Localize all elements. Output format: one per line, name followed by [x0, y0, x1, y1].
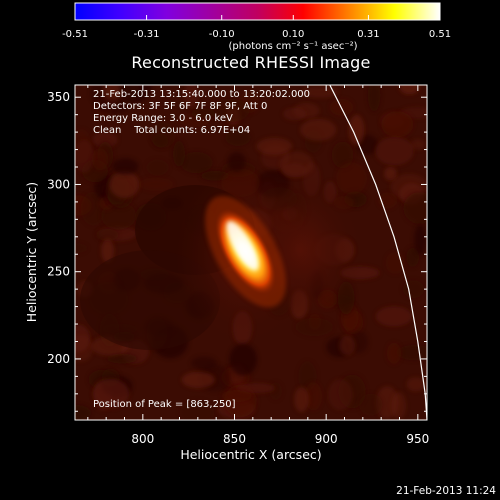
noise-blob: [75, 139, 95, 173]
colorbar-tick-label: -0.51: [62, 29, 88, 40]
noise-blob: [387, 342, 401, 364]
noise-blob: [406, 247, 420, 267]
flare-source: [205, 195, 286, 308]
x-tick-label: 850: [223, 432, 246, 446]
x-tick-label: 950: [406, 432, 429, 446]
noise-blob: [331, 141, 354, 169]
noise-blob: [294, 387, 309, 413]
x-tick-label: 900: [315, 432, 338, 446]
noise-blob: [348, 114, 365, 145]
noise-blob: [399, 85, 420, 95]
noise-blob: [190, 356, 217, 370]
noise-blob: [210, 98, 250, 123]
noise-blob: [406, 377, 425, 392]
y-tick-label: 200: [47, 352, 70, 366]
info-line-energy: Energy Range: 3.0 - 6.0 keV: [93, 113, 233, 124]
noise-blob: [106, 353, 138, 364]
noise-blob: [359, 393, 383, 416]
noise-blob: [75, 243, 88, 254]
noise-blob: [179, 400, 215, 420]
noise-blob: [402, 280, 425, 299]
noise-blob: [283, 107, 307, 121]
noise-blob: [414, 224, 427, 256]
noise-blob: [381, 111, 414, 138]
colorbar: -0.51 -0.31 -0.10 0.10 0.31 0.51 (photons cm⁻…: [62, 2, 451, 52]
noise-blob: [150, 121, 176, 148]
noise-blob: [184, 85, 199, 109]
noise-blob: [75, 335, 93, 362]
y-tick-label: 350: [47, 90, 70, 104]
noise-blob: [384, 166, 397, 181]
noise-blob: [336, 162, 367, 195]
noise-blob: [172, 140, 186, 167]
noise-blob: [109, 171, 140, 198]
noise-blob: [92, 131, 118, 148]
noise-blob: [94, 98, 130, 115]
y-tick-label: 300: [47, 177, 70, 191]
noise-blob: [221, 390, 252, 402]
noise-blob: [300, 118, 337, 141]
noise-blob: [396, 344, 427, 361]
colorbar-tick-label: 0.31: [357, 29, 379, 40]
colorbar-ticks: -0.51 -0.31 -0.10 0.10 0.31 0.51: [62, 15, 451, 40]
info-line-detectors: Detectors: 3F 5F 6F 7F 8F 9F, Att 0: [93, 101, 267, 112]
colorbar-tick-label: -0.31: [134, 29, 160, 40]
axis-ticks: 800 850 900 950 200 250 300 350: [47, 85, 429, 446]
image-plot: 800 850 900 950 200 250 300 350 21-Feb-2013 13:…: [47, 84, 429, 446]
noise-blob: [367, 85, 381, 112]
noise-blob: [391, 391, 407, 420]
noise-blob: [403, 192, 427, 224]
colorbar-tick-label: 0.51: [429, 29, 451, 40]
noise-blob: [301, 86, 339, 98]
noise-blob: [75, 404, 91, 420]
noise-blob: [339, 335, 356, 355]
noise-blob: [139, 177, 174, 191]
x-axis-title: Heliocentric X (arcsec): [180, 447, 321, 462]
plot-frame: [74, 84, 428, 421]
noise-blob: [328, 379, 353, 411]
colorbar-units-label: (photons cm⁻² s⁻¹ asec⁻²): [228, 41, 357, 52]
colorbar-tick-label: 0.10: [282, 29, 304, 40]
noise-blob: [410, 139, 426, 150]
plot-title: Reconstructed RHESSI Image: [131, 53, 370, 72]
noise-blob: [181, 371, 215, 388]
y-tick-label: 250: [47, 265, 70, 279]
peak-position-label: Position of Peak = [863,250]: [93, 399, 236, 410]
noise-blob: [180, 151, 213, 174]
solar-limb-line: [329, 85, 427, 420]
noise-blob: [101, 238, 114, 263]
noise-blob: [80, 191, 106, 226]
noise-blob: [225, 128, 251, 147]
noise-blob: [304, 382, 322, 411]
noise-blob: [375, 136, 414, 166]
noise-blob: [95, 228, 119, 241]
noise-blob: [92, 378, 130, 409]
colorbar-tick-label: -0.10: [209, 29, 235, 40]
info-line-counts: Clean Total counts: 6.97E+04: [93, 125, 250, 136]
noise-blob: [236, 383, 276, 394]
info-line-time: 21-Feb-2013 13:15:40.000 to 13:20:02.000: [93, 89, 310, 100]
footer-timestamp: 21-Feb-2013 11:24: [396, 485, 496, 497]
noise-blob: [112, 158, 139, 175]
y-axis-title: Heliocentric Y (arcsec): [24, 182, 39, 322]
x-tick-label: 800: [131, 432, 154, 446]
colorbar-strip: [74, 2, 441, 21]
noise-blob: [375, 306, 412, 327]
noise-blob: [256, 137, 293, 155]
noise-blob: [229, 343, 258, 376]
noise-blob: [191, 108, 216, 119]
noise-blob: [92, 148, 109, 171]
source-hotspot: [226, 220, 259, 271]
noise-blob: [146, 159, 169, 176]
